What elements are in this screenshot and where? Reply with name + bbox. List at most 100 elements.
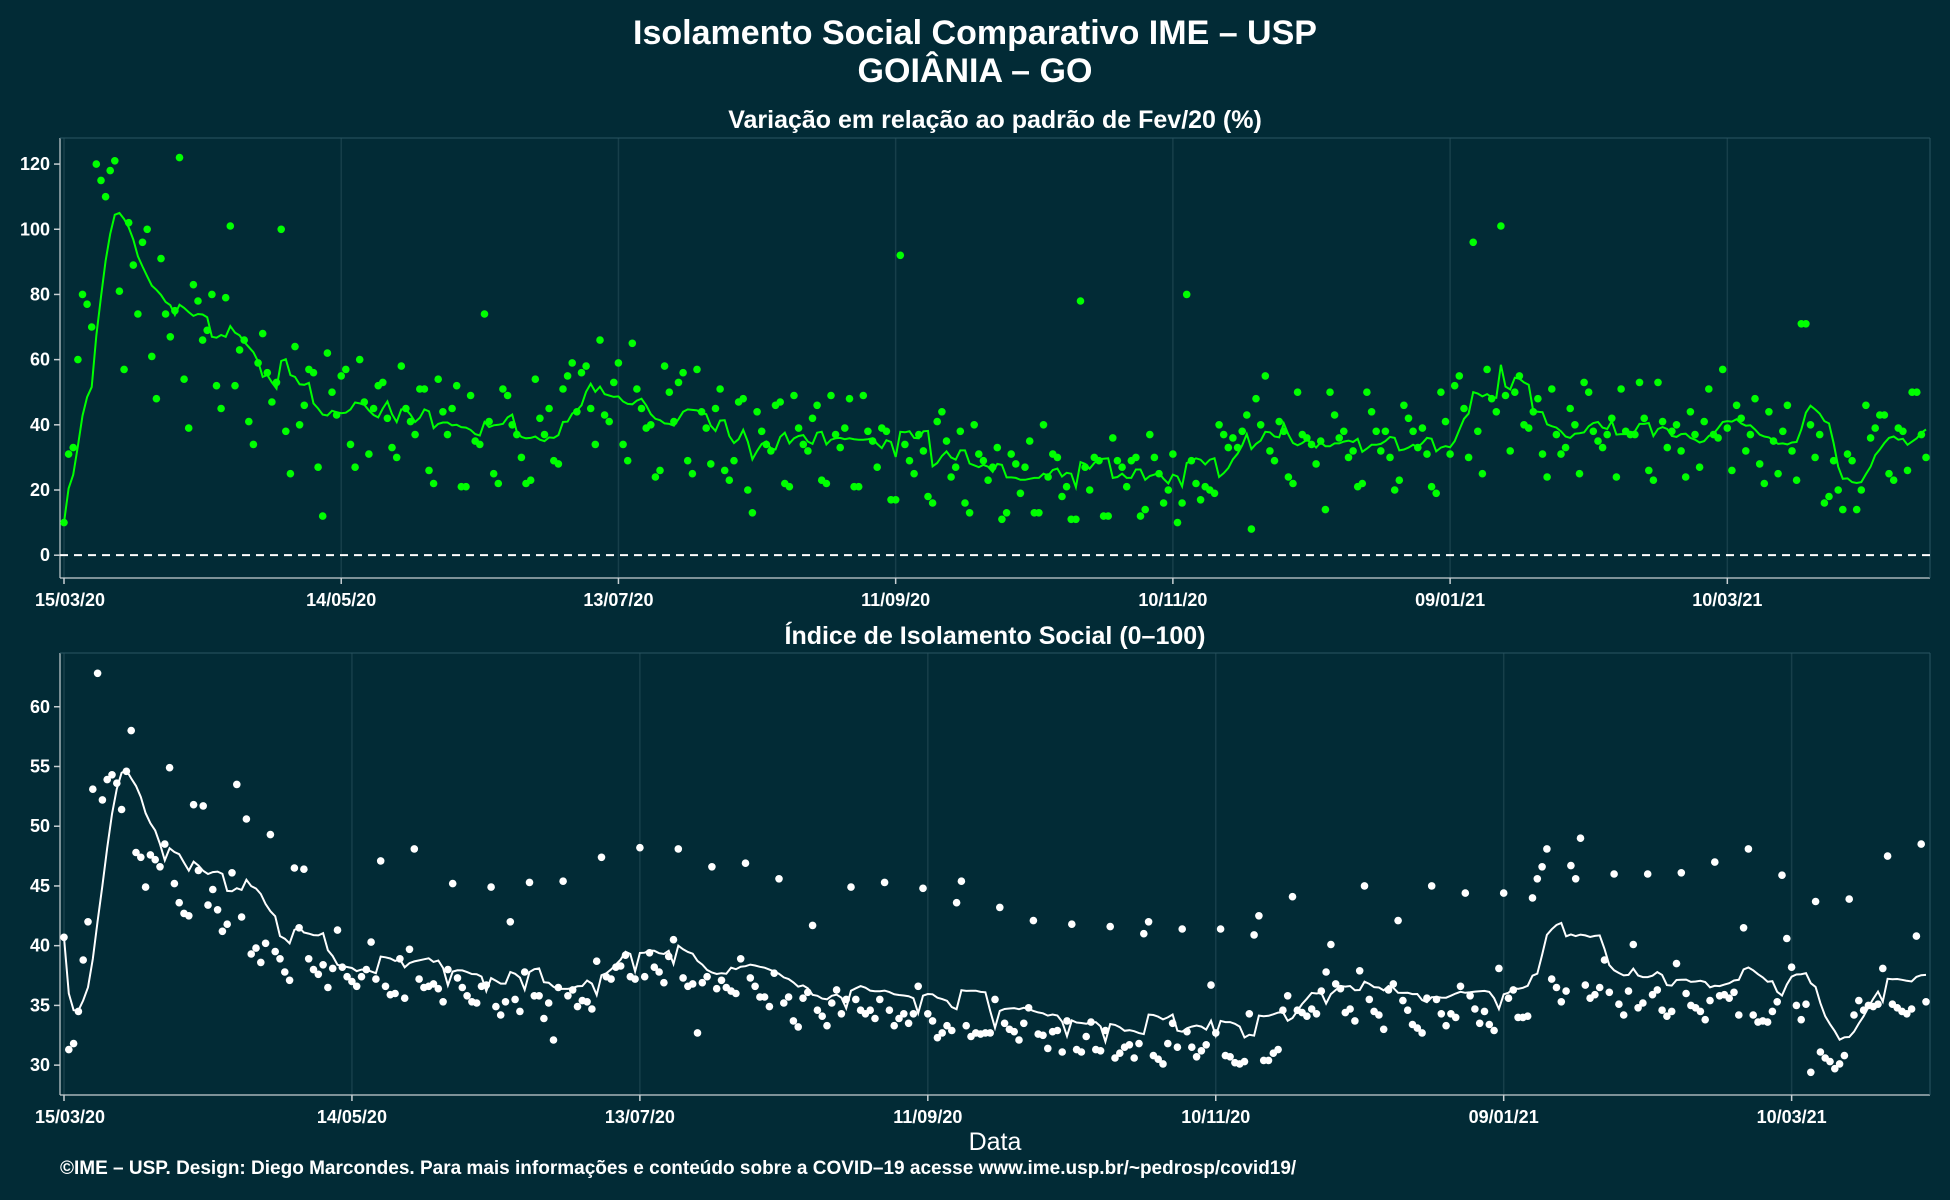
data-point	[1182, 290, 1191, 299]
data-point	[822, 479, 831, 488]
data-point	[492, 1002, 500, 1011]
data-point	[1802, 320, 1810, 328]
data-point	[1441, 417, 1450, 426]
data-point	[592, 957, 601, 965]
data-point	[813, 401, 821, 410]
data-point	[257, 958, 265, 967]
panel-title-1: Variação em relação ao padrão de Fev/20 …	[728, 106, 1262, 134]
data-point	[1615, 1000, 1623, 1008]
data-point	[1000, 1019, 1009, 1028]
data-point	[1002, 509, 1011, 517]
data-point	[369, 404, 378, 413]
data-point	[1247, 525, 1256, 533]
data-point	[1605, 988, 1614, 997]
data-point	[1917, 430, 1926, 439]
data-point	[1478, 469, 1487, 478]
data-point	[1437, 388, 1445, 397]
data-point	[631, 975, 639, 983]
data-point	[808, 414, 817, 423]
data-point	[1723, 424, 1732, 432]
data-point	[1327, 940, 1335, 949]
data-point	[180, 375, 188, 384]
data-point	[1490, 1026, 1498, 1035]
data-point	[651, 473, 660, 481]
data-point	[1737, 414, 1745, 423]
data-point	[1859, 1006, 1868, 1014]
data-point	[79, 956, 87, 964]
data-point	[1188, 1043, 1196, 1051]
data-point	[1229, 434, 1237, 442]
data-point	[1219, 430, 1228, 439]
data-point	[1907, 1005, 1916, 1013]
data-point	[831, 430, 840, 439]
data-point	[1528, 894, 1537, 902]
data-point	[970, 421, 978, 429]
data-point	[362, 965, 371, 974]
data-point	[1778, 871, 1786, 879]
data-point	[1499, 889, 1508, 897]
data-point	[1344, 453, 1353, 462]
data-point	[703, 972, 711, 981]
data-point	[656, 466, 664, 475]
data-point	[1035, 509, 1043, 517]
data-point	[919, 447, 928, 455]
data-point	[60, 518, 68, 527]
data-point	[775, 875, 783, 883]
data-point	[252, 944, 260, 952]
data-point	[122, 767, 131, 776]
data-point	[1474, 427, 1482, 436]
x-tick-label: 10/11/20	[1181, 1107, 1250, 1127]
data-point	[482, 981, 491, 989]
data-point	[1600, 956, 1609, 964]
data-point	[314, 970, 323, 979]
data-point	[1466, 992, 1474, 1000]
data-point	[688, 469, 697, 478]
data-point	[751, 982, 759, 991]
data-point	[343, 972, 351, 981]
data-point	[1146, 430, 1154, 439]
data-point	[1706, 996, 1714, 1005]
data-point	[83, 300, 91, 309]
data-point	[563, 372, 572, 380]
data-point	[707, 460, 715, 468]
data-point	[328, 388, 336, 397]
x-tick-label: 09/01/21	[1469, 1107, 1539, 1127]
data-point	[767, 447, 775, 455]
data-point	[1307, 440, 1316, 449]
data-point	[1432, 995, 1441, 1004]
data-point	[1922, 453, 1930, 462]
data-point	[328, 964, 337, 973]
data-point	[928, 1017, 937, 1025]
data-point	[760, 993, 769, 1001]
data-point	[1418, 424, 1427, 432]
data-point	[1571, 421, 1579, 429]
x-tick-label: 15/03/20	[35, 590, 105, 610]
data-point	[1216, 925, 1225, 933]
data-point	[573, 1002, 582, 1011]
data-point	[1640, 414, 1648, 423]
chart-title-line2: GOIÂNIA – GO	[857, 52, 1093, 90]
data-point	[1141, 505, 1149, 514]
data-point	[896, 251, 905, 260]
data-point	[351, 463, 359, 472]
data-point	[674, 845, 683, 853]
data-point	[271, 947, 280, 956]
data-point	[757, 427, 766, 436]
data-point	[730, 456, 738, 465]
data-point	[1101, 1026, 1110, 1035]
data-point	[291, 342, 299, 351]
data-point	[1779, 427, 1787, 436]
data-point	[670, 417, 678, 426]
data-point	[1773, 998, 1781, 1006]
data-point	[261, 939, 270, 948]
data-point	[1317, 987, 1326, 995]
data-point	[397, 362, 406, 370]
y-tick-label: 40	[30, 415, 50, 435]
data-point	[1686, 408, 1695, 416]
data-point	[942, 437, 951, 445]
data-point	[1020, 1019, 1028, 1028]
data-point	[1506, 447, 1514, 455]
y-tick-label: 45	[30, 876, 50, 896]
data-point	[1811, 453, 1819, 462]
data-point	[832, 986, 841, 994]
